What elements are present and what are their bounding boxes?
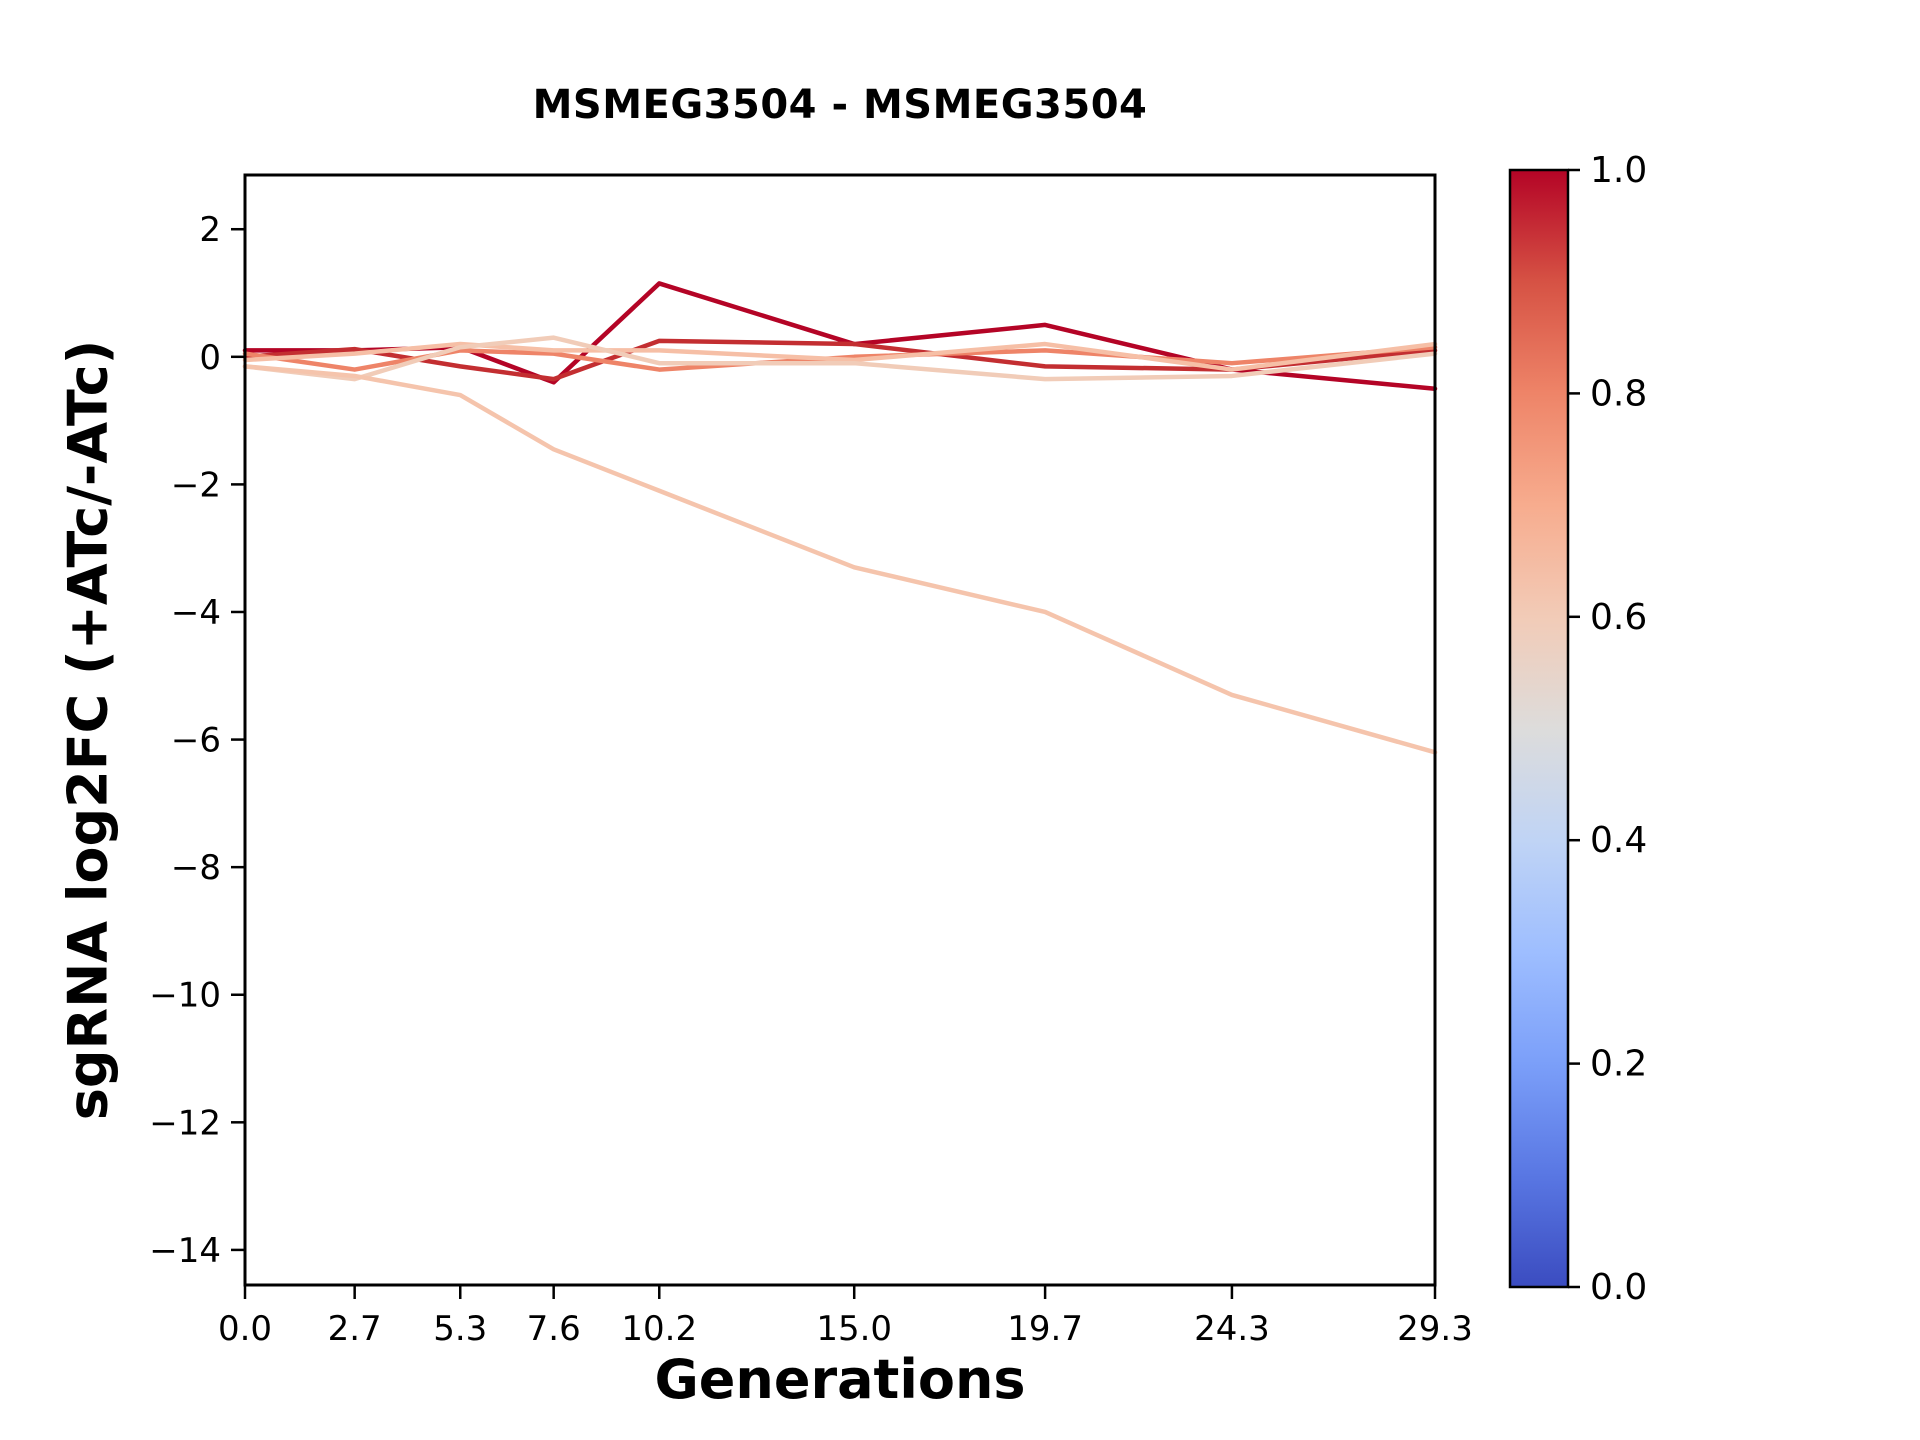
x-axis-label: Generations [654, 1348, 1026, 1411]
chart-title: MSMEG3504 - MSMEG3504 [532, 82, 1148, 128]
colorbar-tick-label: 1.0 [1590, 150, 1647, 191]
colorbar-tick-label: 0.6 [1590, 597, 1647, 638]
series-line-6 [242, 364, 1438, 755]
plot-border [243, 173, 1437, 1287]
x-tick-label: 2.7 [328, 1309, 382, 1349]
y-tick-label: −14 [149, 1231, 221, 1271]
y-tick-label: −2 [171, 465, 221, 505]
colorbar-tick-label: 0.8 [1590, 373, 1647, 414]
y-tick-label: 0 [199, 338, 221, 378]
series-line-4 [242, 341, 1438, 372]
colorbar-tick-label: 0.4 [1590, 820, 1647, 861]
colorbar [1508, 168, 1570, 1289]
x-tick-label: 10.2 [621, 1309, 697, 1349]
y-tick-label: −8 [171, 848, 221, 888]
x-tick-label: 29.3 [1397, 1309, 1473, 1349]
colorbar-tick-label: 0.0 [1590, 1267, 1647, 1308]
y-tick-label: −12 [149, 1103, 221, 1143]
x-tick-label: 15.0 [816, 1309, 892, 1349]
series-line-5 [242, 335, 1438, 382]
y-tick-label: −4 [171, 593, 221, 633]
series-line-2 [242, 338, 1438, 382]
x-tick-label: 24.3 [1194, 1309, 1270, 1349]
x-tick-label: 19.7 [1007, 1309, 1083, 1349]
x-tick-label: 5.3 [433, 1309, 487, 1349]
y-tick-label: −10 [149, 976, 221, 1016]
x-tick-label: 0.0 [218, 1309, 272, 1349]
colorbar-tick-label: 0.2 [1590, 1044, 1647, 1085]
y-tick-label: −6 [171, 721, 221, 761]
x-tick-label: 7.6 [527, 1309, 581, 1349]
y-tick-label: 2 [199, 210, 221, 250]
